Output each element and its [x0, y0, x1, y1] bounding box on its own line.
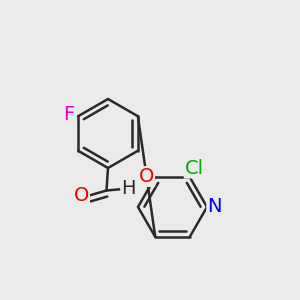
Text: F: F — [63, 105, 74, 124]
Text: Cl: Cl — [185, 159, 204, 178]
Text: O: O — [74, 186, 89, 206]
Text: H: H — [121, 179, 136, 199]
Text: O: O — [139, 167, 154, 186]
Text: N: N — [207, 197, 222, 217]
